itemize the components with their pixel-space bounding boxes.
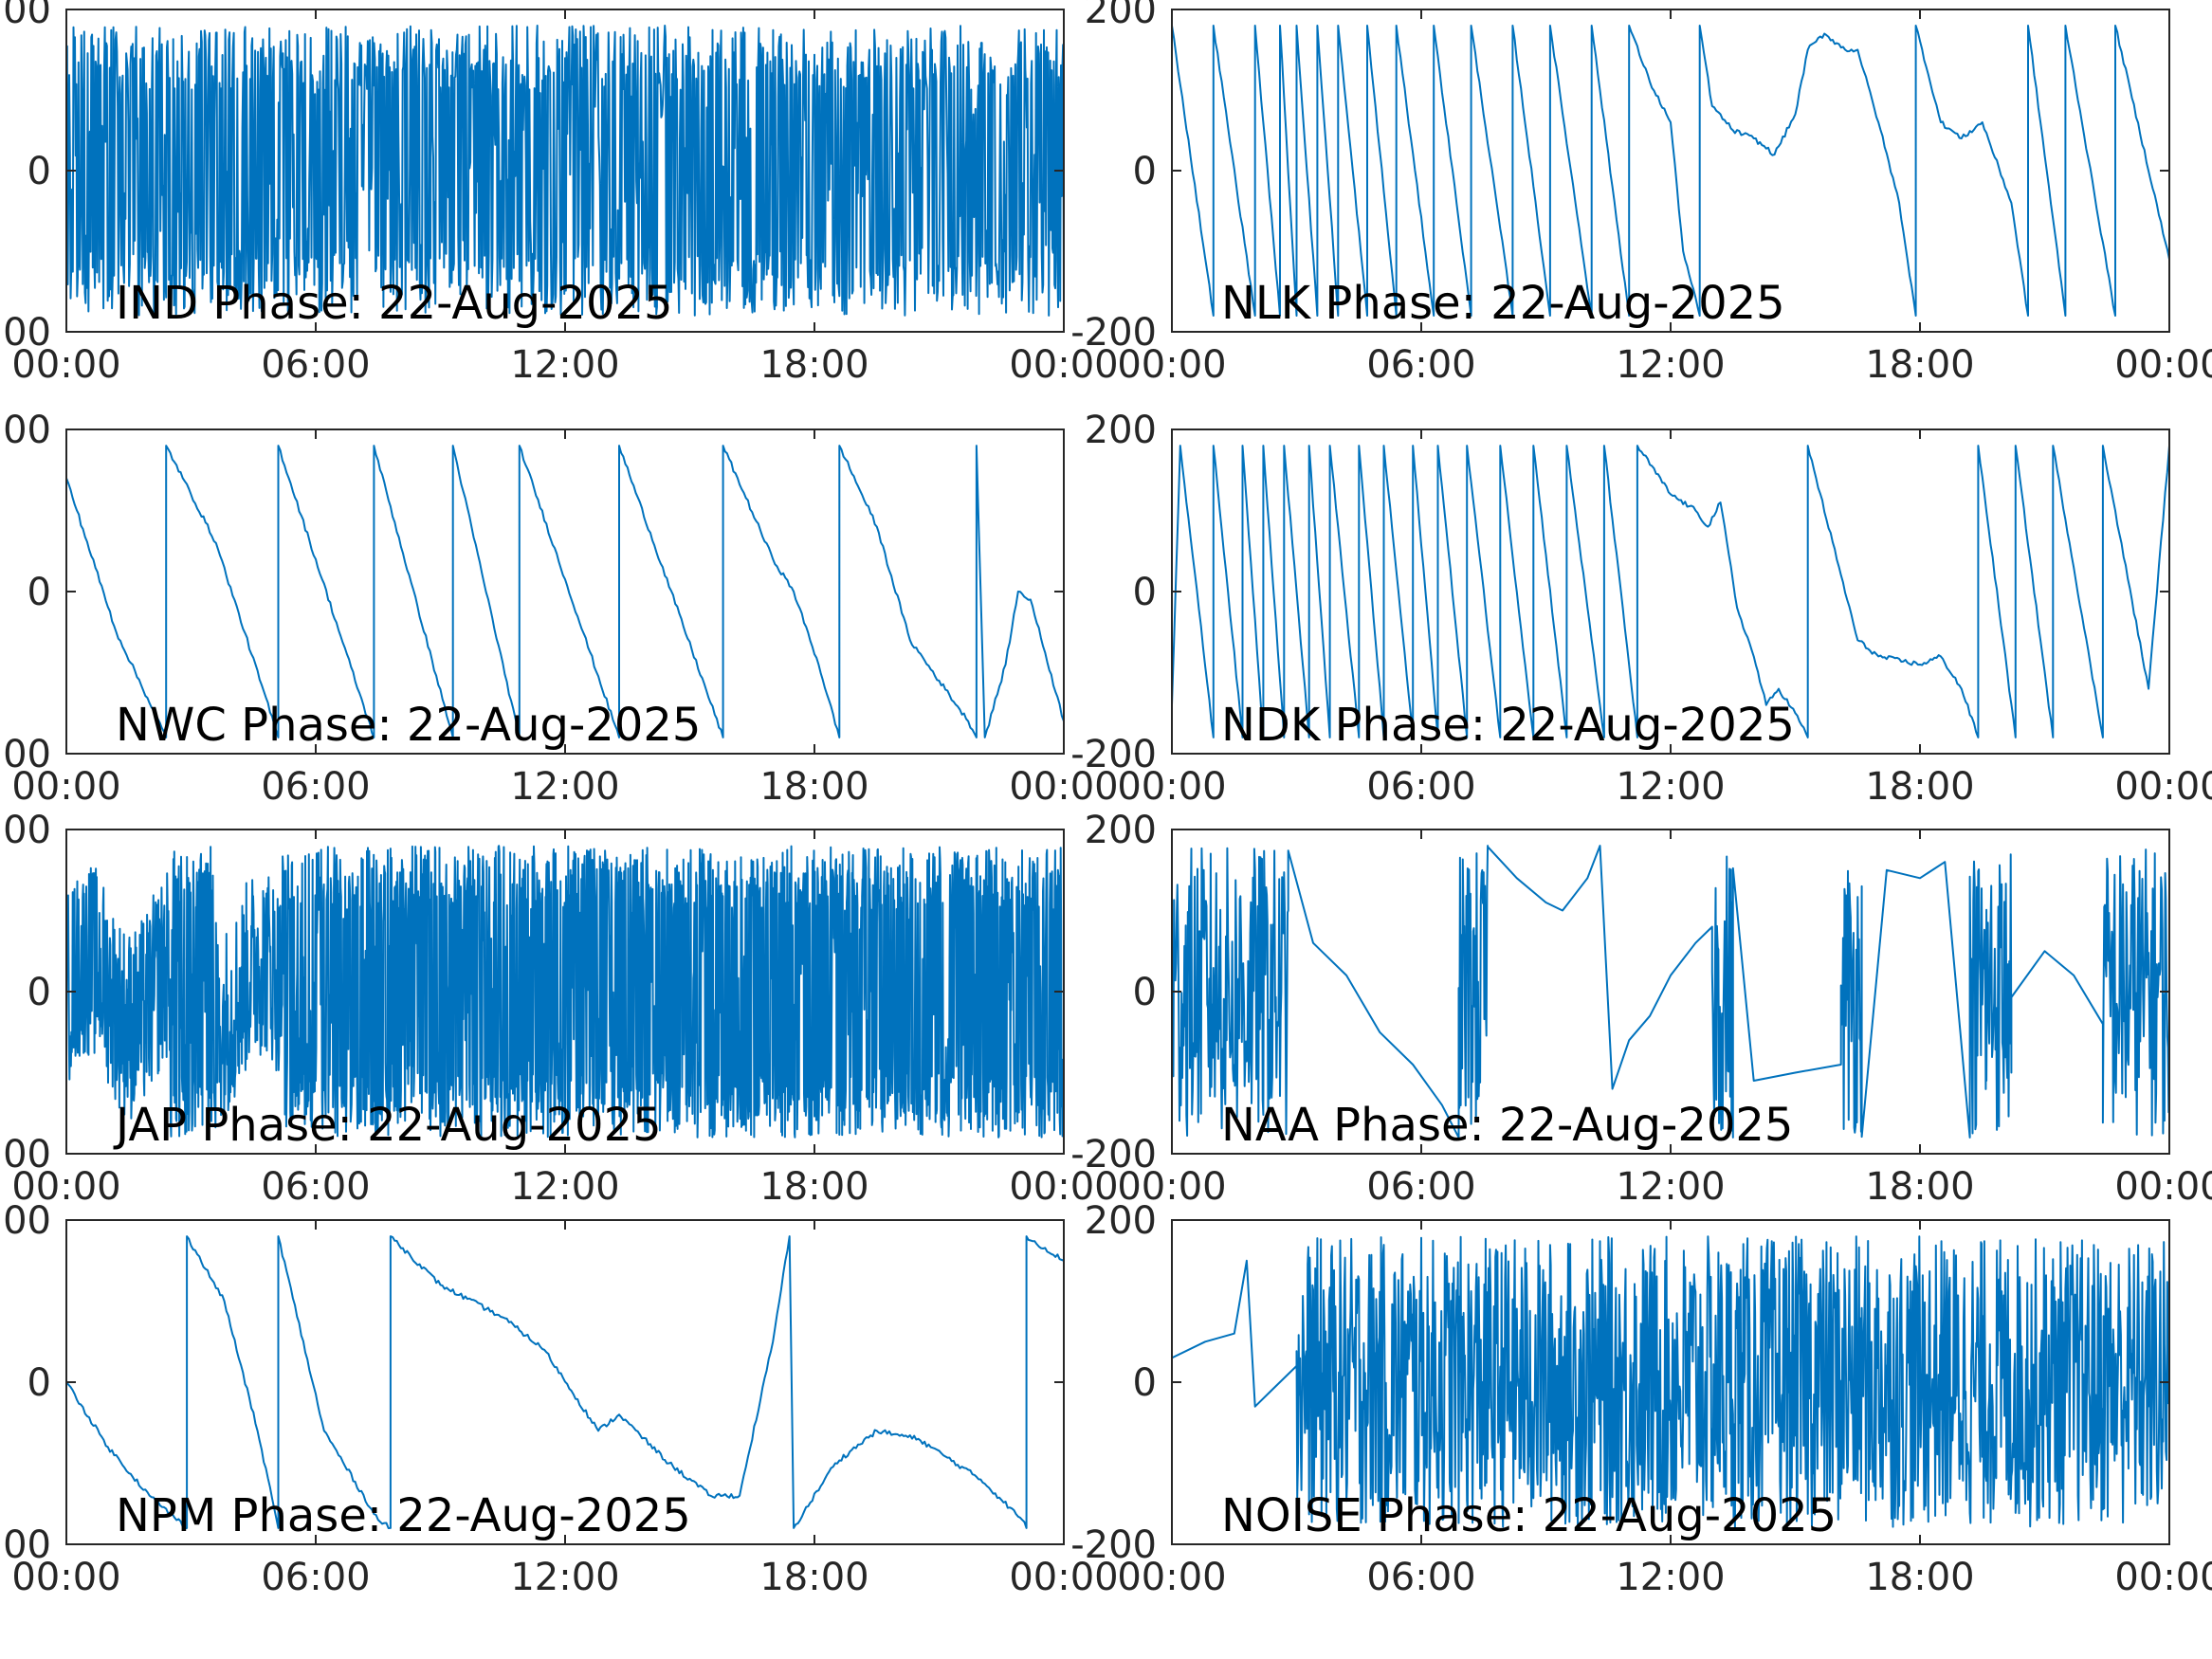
panel-title: JAP Phase: 22-Aug-2025: [113, 1099, 662, 1152]
y-tick-label: 200: [1085, 409, 1157, 452]
y-tick-label: 200: [0, 809, 51, 852]
series-line: [66, 1235, 1064, 1530]
x-tick-label: 06:00: [261, 1165, 370, 1209]
x-tick-label: 00:00: [1009, 343, 1118, 387]
x-tick-label: 06:00: [261, 1556, 370, 1599]
panel-title: NPM Phase: 22-Aug-2025: [116, 1489, 691, 1542]
panel-title: NAA Phase: 22-Aug-2025: [1221, 1099, 1793, 1152]
x-tick-label: 00:00: [1117, 1556, 1226, 1599]
y-tick-label: -200: [1070, 733, 1157, 776]
y-tick-label: 0: [1133, 1361, 1157, 1405]
y-tick-label: 0: [27, 571, 51, 614]
panel-title: NWC Phase: 22-Aug-2025: [116, 699, 701, 752]
panel-title: NOISE Phase: 22-Aug-2025: [1221, 1489, 1837, 1542]
series-line: [1172, 445, 2169, 738]
y-tick-label: -200: [1070, 311, 1157, 355]
x-tick-label: 12:00: [510, 1556, 619, 1599]
x-tick-label: 00:00: [2114, 1165, 2212, 1209]
x-tick-label: 06:00: [1366, 1556, 1475, 1599]
x-tick-label: 18:00: [1865, 765, 1974, 809]
series-line: [1172, 1235, 2169, 1529]
x-tick-label: 00:00: [1117, 1165, 1226, 1209]
y-tick-label: 0: [1133, 150, 1157, 193]
x-tick-label: 18:00: [759, 343, 868, 387]
x-tick-label: 06:00: [1366, 1165, 1475, 1209]
y-tick-label: 0: [27, 1361, 51, 1405]
series-line: [66, 845, 1064, 1139]
x-tick-label: 18:00: [1865, 1165, 1974, 1209]
x-tick-label: 06:00: [261, 765, 370, 809]
x-tick-label: 00:00: [2114, 765, 2212, 809]
x-tick-label: 12:00: [1616, 1556, 1725, 1599]
y-tick-label: -200: [1070, 1133, 1157, 1176]
panel-title: NDK Phase: 22-Aug-2025: [1221, 699, 1795, 752]
y-tick-label: 0: [1133, 571, 1157, 614]
y-tick-label: -200: [0, 1523, 51, 1567]
y-tick-label: 200: [1085, 1199, 1157, 1243]
x-tick-label: 00:00: [2114, 343, 2212, 387]
x-tick-label: 00:00: [2114, 1556, 2212, 1599]
x-tick-label: 06:00: [1366, 765, 1475, 809]
y-tick-label: 200: [1085, 0, 1157, 32]
series-line: [1172, 845, 2169, 1139]
panel-title: NLK Phase: 22-Aug-2025: [1221, 277, 1785, 330]
x-tick-label: 12:00: [510, 343, 619, 387]
x-tick-label: 00:00: [1009, 1165, 1118, 1209]
series-line: [66, 445, 1064, 738]
y-tick-label: 200: [0, 409, 51, 452]
y-tick-label: 0: [27, 971, 51, 1014]
x-tick-label: 00:00: [11, 1165, 120, 1209]
x-tick-label: 12:00: [1616, 1165, 1725, 1209]
x-tick-label: 00:00: [1009, 765, 1118, 809]
x-tick-label: 18:00: [759, 1165, 868, 1209]
x-tick-label: 12:00: [510, 1165, 619, 1209]
y-tick-label: 200: [1085, 809, 1157, 852]
x-tick-label: 00:00: [1009, 1556, 1118, 1599]
panel-title: IND Phase: 22-Aug-2025: [116, 277, 673, 330]
x-tick-label: 06:00: [1366, 343, 1475, 387]
x-tick-label: 00:00: [1117, 765, 1226, 809]
x-tick-label: 18:00: [759, 765, 868, 809]
x-tick-label: 12:00: [1616, 765, 1725, 809]
x-tick-label: 18:00: [1865, 343, 1974, 387]
x-tick-label: 18:00: [1865, 1556, 1974, 1599]
y-tick-label: -200: [0, 311, 51, 355]
x-tick-label: 00:00: [11, 1556, 120, 1599]
x-tick-label: 18:00: [759, 1556, 868, 1599]
y-tick-label: 0: [27, 150, 51, 193]
x-tick-label: 12:00: [510, 765, 619, 809]
y-tick-label: -200: [1070, 1523, 1157, 1567]
y-tick-label: 200: [0, 1199, 51, 1243]
y-tick-label: -200: [0, 1133, 51, 1176]
series-line: [1172, 25, 2169, 317]
x-tick-label: 00:00: [1117, 343, 1226, 387]
y-tick-label: 0: [1133, 971, 1157, 1014]
y-tick-label: 200: [0, 0, 51, 32]
series-line: [66, 25, 1064, 317]
x-tick-label: 00:00: [11, 343, 120, 387]
x-tick-label: 06:00: [261, 343, 370, 387]
y-tick-label: -200: [0, 733, 51, 776]
x-tick-label: 12:00: [1616, 343, 1725, 387]
x-tick-label: 00:00: [11, 765, 120, 809]
